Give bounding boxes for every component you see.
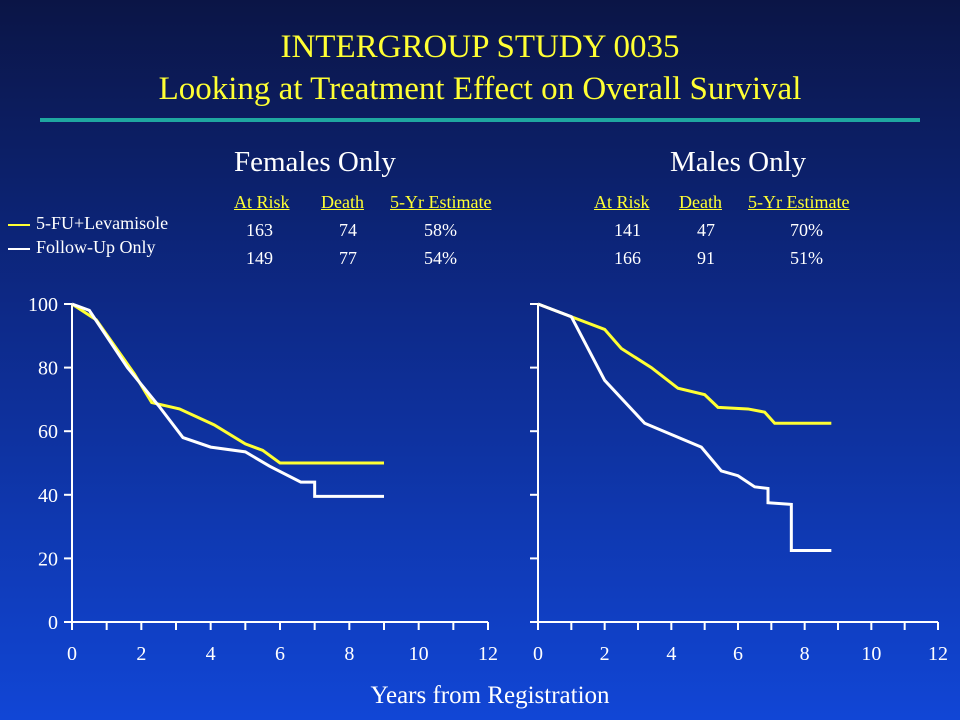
stats-at-risk: 141: [614, 220, 641, 240]
y-tick-label: 100: [28, 294, 58, 316]
legend-item-levamisole: 5-FU+Levamisole: [8, 211, 168, 235]
series-line-levamisole: [71, 302, 384, 465]
x-tick-label: 4: [666, 643, 676, 665]
stats-row-females-1: 163 74 58%: [234, 220, 534, 240]
stats-death: 77: [339, 248, 357, 268]
title-divider: [40, 118, 920, 122]
stats-death: 47: [697, 220, 715, 240]
stats-at-risk: 166: [614, 248, 641, 268]
title-line-1: INTERGROUP STUDY 0035: [280, 29, 680, 65]
series-line-follow-up: [537, 302, 832, 552]
x-tick-label: 0: [67, 643, 77, 665]
x-tick-label: 10: [861, 643, 881, 665]
stats-header-death: Death: [679, 192, 722, 212]
stats-estimate: 58%: [424, 220, 457, 240]
stats-estimate: 54%: [424, 248, 457, 268]
x-tick-label: 12: [478, 643, 498, 665]
x-tick-label: 2: [600, 643, 610, 665]
legend: 5-FU+Levamisole Follow-Up Only: [8, 211, 168, 259]
x-tick-label: 0: [533, 643, 543, 665]
stats-header-estimate: 5-Yr Estimate: [390, 192, 492, 212]
stats-row-males-2: 166 91 51%: [594, 248, 894, 268]
x-tick-label: 2: [136, 643, 146, 665]
series-line-follow-up: [71, 302, 384, 498]
stats-at-risk: 149: [246, 248, 273, 268]
stats-at-risk: 163: [246, 220, 273, 240]
series-line-levamisole: [537, 302, 832, 425]
legend-item-follow-up: Follow-Up Only: [8, 235, 168, 259]
y-tick-label: 40: [38, 485, 58, 507]
stats-row-males-1: 141 47 70%: [594, 220, 894, 240]
x-tick-label: 6: [275, 643, 285, 665]
stats-row-females-2: 149 77 54%: [234, 248, 534, 268]
stats-header-death: Death: [321, 192, 364, 212]
x-tick-label: 10: [409, 643, 429, 665]
legend-label: Follow-Up Only: [36, 237, 156, 257]
stats-header-estimate: 5-Yr Estimate: [748, 192, 850, 212]
panel-title-males: Males Only: [670, 146, 807, 178]
stats-header-at-risk: At Risk: [594, 192, 650, 212]
legend-label: 5-FU+Levamisole: [36, 213, 169, 233]
stats-death: 74: [339, 220, 357, 240]
legend-swatch-levamisole: [8, 223, 30, 226]
stats-death: 91: [697, 248, 715, 268]
x-axis-title: Years from Registration: [370, 682, 610, 709]
panel-title-females: Females Only: [234, 146, 396, 178]
x-tick-label: 8: [800, 643, 810, 665]
stats-header-females: At Risk Death 5-Yr Estimate: [234, 192, 534, 212]
stats-header-males: At Risk Death 5-Yr Estimate: [594, 192, 894, 212]
legend-swatch-follow-up: [8, 247, 30, 250]
y-tick-label: 80: [38, 358, 58, 380]
y-tick-label: 20: [38, 548, 58, 570]
title-line-2: Looking at Treatment Effect on Overall S…: [158, 71, 802, 107]
stats-estimate: 70%: [790, 220, 823, 240]
x-tick-label: 6: [733, 643, 743, 665]
x-tick-label: 4: [206, 643, 216, 665]
x-tick-label: 12: [928, 643, 948, 665]
x-tick-label: 8: [344, 643, 354, 665]
y-tick-label: 60: [38, 421, 58, 443]
stats-header-at-risk: At Risk: [234, 192, 290, 212]
stats-estimate: 51%: [790, 248, 823, 268]
y-tick-label: 0: [48, 612, 58, 634]
